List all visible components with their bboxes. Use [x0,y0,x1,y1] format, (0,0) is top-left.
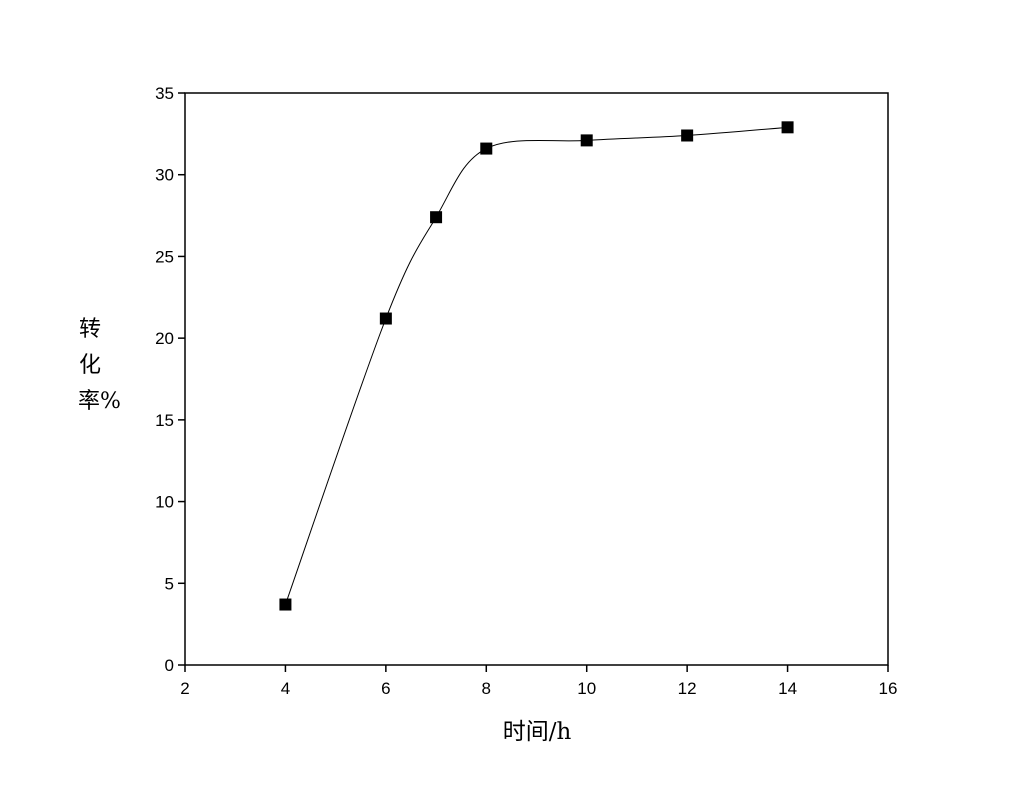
marker [430,211,443,224]
y-tick-label: 5 [165,574,174,593]
x-tick-label: 6 [381,679,390,698]
y-tick-label: 35 [155,84,174,103]
x-tick-label: 12 [678,679,697,698]
x-tick-label: 14 [778,679,797,698]
y-tick-label: 0 [165,656,174,675]
y-tick-label: 30 [155,166,174,185]
y-tick-label: 10 [155,493,174,512]
x-axis-label: 时间/h [502,719,572,745]
x-tick-label: 10 [577,679,596,698]
marker [379,312,392,325]
marker [279,598,292,611]
x-tick-label: 8 [482,679,491,698]
marker [781,121,794,134]
x-tick-label: 16 [879,679,898,698]
y-tick-label: 25 [155,247,174,266]
marker [480,142,493,155]
series-line [284,126,788,605]
marker [681,129,694,142]
plot-frame [184,92,889,666]
y-axis-label: 转化率% [78,317,121,414]
x-tick-label: 4 [281,679,290,698]
x-tick-label: 2 [180,679,189,698]
y-tick-label: 20 [155,329,174,348]
y-tick-label: 15 [155,411,174,430]
marker [580,134,593,147]
